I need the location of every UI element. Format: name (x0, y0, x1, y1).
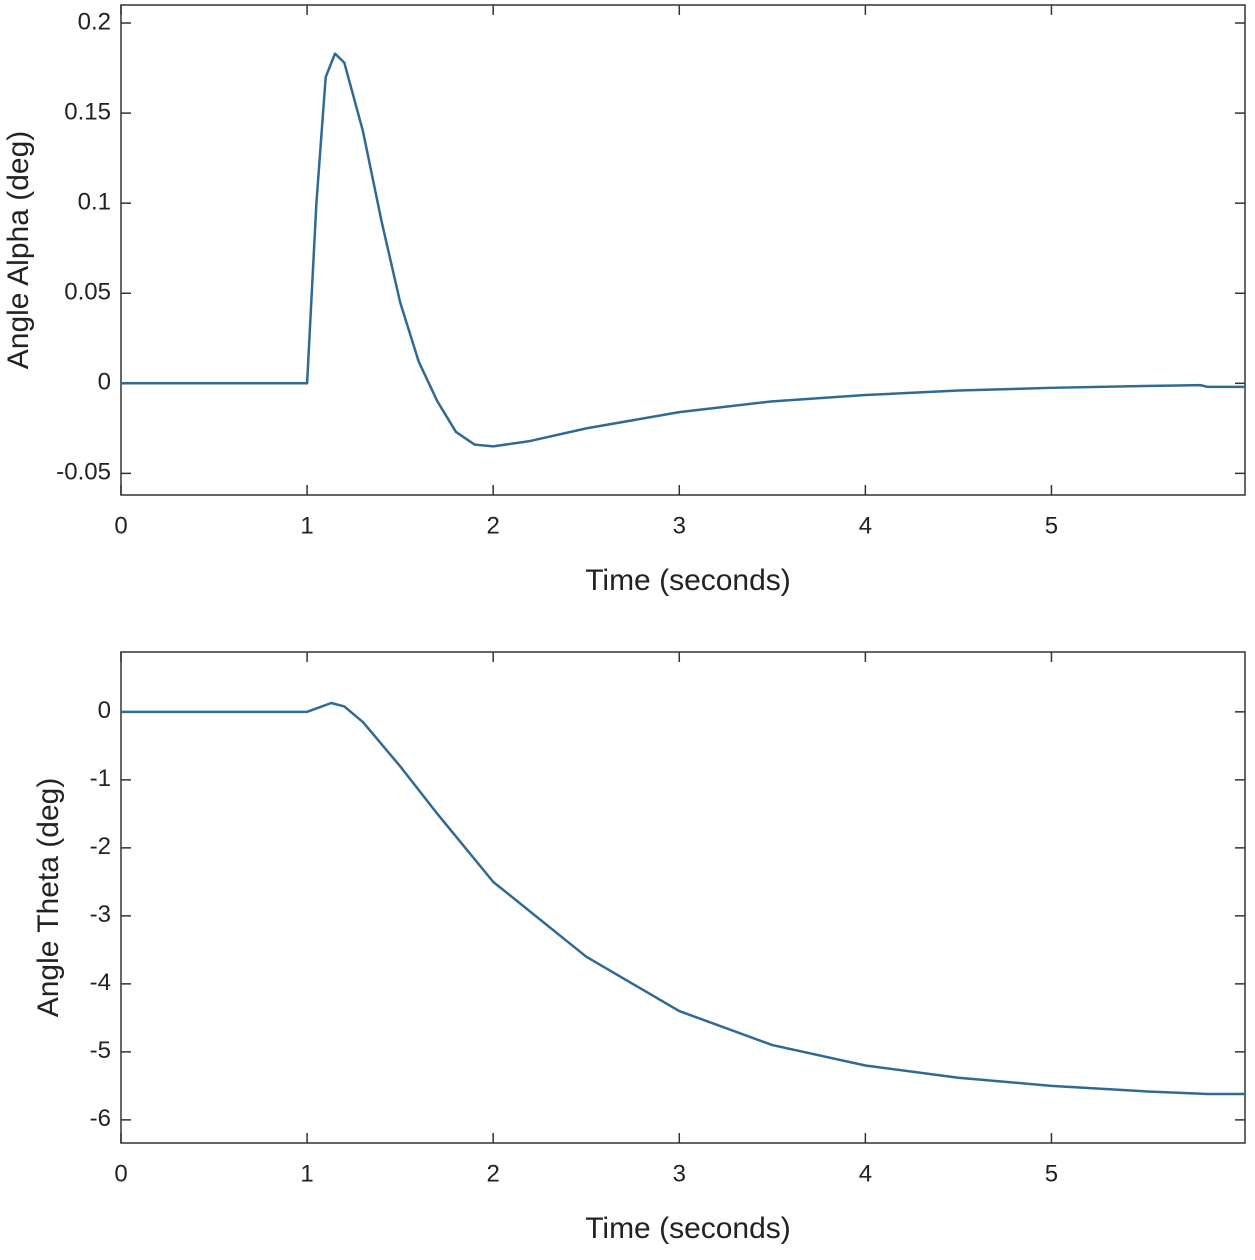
x-tick-label: 0 (114, 512, 127, 539)
y-tick-label: -4 (90, 969, 111, 996)
y-tick-label: -5 (90, 1037, 111, 1064)
y-tick-label: 0.15 (64, 98, 111, 125)
axes-box (120, 4, 1246, 496)
y-tick-label: 0.1 (78, 189, 111, 216)
y-axis-label: Angle Theta (deg) (32, 778, 65, 1018)
axes-box (120, 651, 1246, 1144)
x-axis-label: Time (seconds) (585, 1212, 791, 1245)
x-tick-label: 0 (114, 1160, 127, 1187)
x-tick-label: 5 (1045, 512, 1058, 539)
y-tick-label: -2 (90, 833, 111, 860)
x-tick-label: 5 (1045, 1160, 1058, 1187)
y-tick-label: -1 (90, 765, 111, 792)
x-tick-label: 3 (673, 1160, 686, 1187)
x-tick-label: 2 (487, 512, 500, 539)
y-tick-label: -6 (90, 1105, 111, 1132)
x-tick-label: 4 (859, 512, 872, 539)
x-tick-label: 3 (673, 512, 686, 539)
y-tick-label: -0.05 (56, 459, 111, 486)
data-line (121, 701, 1245, 1096)
x-tick-label: 2 (487, 1160, 500, 1187)
y-axis-label: Angle Alpha (deg) (2, 131, 35, 370)
x-tick-label: 4 (859, 1160, 872, 1187)
y-tick-label: 0 (98, 697, 111, 724)
y-tick-label: -3 (90, 901, 111, 928)
x-tick-label: 1 (300, 1160, 313, 1187)
data-line (121, 52, 1245, 448)
x-tick-label: 1 (300, 512, 313, 539)
y-tick-label: 0.05 (64, 279, 111, 306)
y-tick-label: 0.2 (78, 8, 111, 35)
x-axis-label: Time (seconds) (585, 564, 791, 597)
y-tick-label: 0 (98, 369, 111, 396)
